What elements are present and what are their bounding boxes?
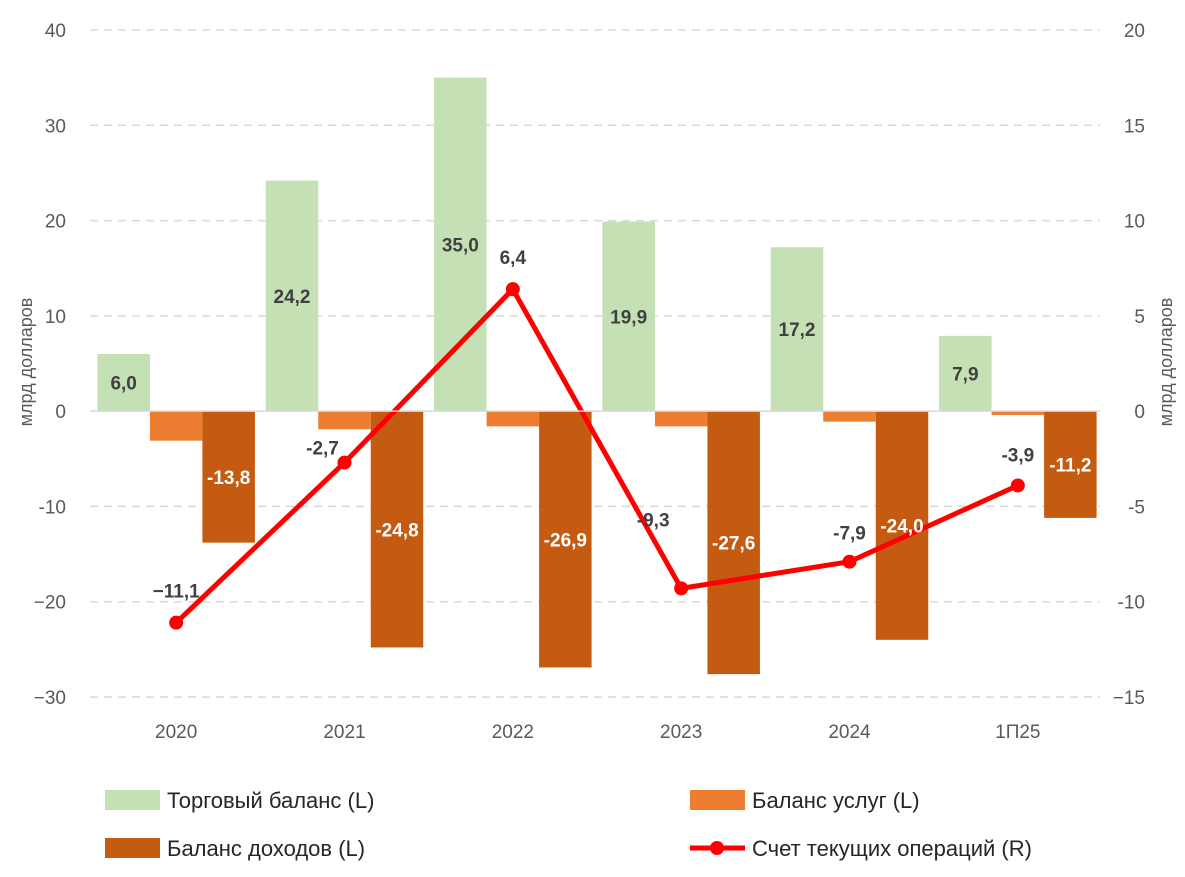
line-point	[1010, 478, 1025, 493]
line-point	[337, 455, 352, 470]
bar-trade	[939, 335, 992, 412]
y-left-tick-label: −30	[34, 688, 66, 709]
y-left-tick-label: 40	[45, 21, 66, 42]
bar-data-label: -13,8	[207, 468, 250, 489]
line-point	[505, 282, 520, 297]
y-left-tick-label: −20	[34, 593, 66, 614]
y-left-tick-label: -10	[39, 497, 66, 518]
legend-swatch	[105, 838, 160, 858]
bar-income	[1044, 411, 1097, 518]
y-right-tick-label: 0	[1134, 402, 1145, 423]
legend-swatch	[690, 790, 745, 810]
legend-label: Счет текущих операций (R)	[752, 836, 1032, 861]
line-data-label: -3,9	[1001, 445, 1034, 466]
x-tick-label: 2020	[155, 722, 197, 743]
line-data-label: -7,9	[833, 524, 866, 545]
bar-income	[202, 411, 255, 543]
bar-data-label: -26,9	[544, 530, 587, 551]
bar-data-label: -24,8	[375, 520, 418, 541]
y-right-tick-label: 20	[1124, 21, 1145, 42]
line-point	[169, 615, 184, 630]
bar-services	[991, 411, 1045, 415]
y-left-tick-label: 20	[45, 212, 66, 233]
axes: 40 30 20 10 0 -10 −20 −30 20 15 10 5 0 -5 -10 −15 2020 20…	[34, 21, 1145, 743]
x-tick-label: 2022	[492, 722, 534, 743]
bar-trade	[434, 77, 487, 412]
y-left-axis-title: млрд долларов	[16, 298, 36, 427]
gridlines	[90, 29, 1100, 698]
y-right-tick-label: 15	[1124, 116, 1145, 137]
y-right-tick-label: -5	[1128, 497, 1145, 518]
bar-services	[486, 411, 540, 427]
bar-services	[318, 411, 371, 430]
x-tick-label: 2023	[660, 722, 702, 743]
legend-label: Баланс услуг (L)	[752, 788, 920, 813]
bar-data-label: -11,2	[1049, 456, 1091, 477]
bar-data-label: 6,0	[110, 374, 136, 395]
y-right-tick-label: −15	[1113, 688, 1145, 709]
bar-trade	[602, 221, 655, 412]
x-tick-label: 1П25	[995, 722, 1040, 743]
bar-data-label: -24,0	[880, 516, 923, 537]
bar-data-label: 19,9	[610, 307, 647, 328]
bar-services	[654, 411, 708, 427]
y-right-axis-title: млрд долларов	[1156, 298, 1176, 427]
bar-income	[539, 411, 592, 668]
bar-data-label: -27,6	[712, 534, 755, 555]
y-left-tick-label: 0	[55, 402, 66, 423]
bar-data-label: 17,2	[779, 320, 816, 341]
bar-trade	[770, 247, 824, 412]
line-data-label: −11,1	[153, 582, 200, 603]
x-tick-label: 2024	[828, 722, 871, 743]
bar-trade	[265, 180, 319, 412]
line-data-label: -9,3	[637, 510, 670, 531]
y-right-tick-label: 5	[1134, 307, 1145, 328]
legend-swatch-marker	[710, 841, 724, 855]
line-data-label: 6,4	[500, 248, 527, 269]
line-point	[674, 581, 689, 596]
y-left-tick-label: 30	[45, 116, 66, 137]
legend-swatch	[105, 790, 160, 810]
legend: Торговый баланс (L) Баланс услуг (L) Балан…	[105, 788, 1032, 861]
current-account-line	[169, 282, 1025, 630]
line-data-label: -2,7	[306, 439, 339, 460]
bar-data-label: 24,2	[274, 287, 311, 308]
bar-data-label: 35,0	[442, 235, 479, 256]
line-path	[174, 286, 1019, 625]
legend-label: Торговый баланс (L)	[167, 788, 374, 813]
x-tick-label: 2021	[323, 722, 365, 743]
bars	[97, 77, 1097, 675]
y-right-tick-label: -10	[1118, 593, 1145, 614]
y-right-tick-label: 10	[1124, 212, 1145, 233]
bar-trade	[97, 353, 150, 412]
bar-income	[370, 411, 424, 648]
y-left-tick-label: 10	[45, 307, 66, 328]
bar-services	[149, 411, 203, 441]
bar-income	[707, 411, 760, 675]
data-labels: 6,0 24,2 35,0 19,9 17,2 7,9 -13,8 -24,8 -26,9 -27…	[110, 235, 1091, 602]
legend-label: Баланс доходов (L)	[167, 836, 365, 861]
bar-income	[875, 411, 929, 640]
bar-data-label: 7,9	[952, 365, 978, 386]
line-point	[842, 554, 857, 569]
bar-services	[823, 411, 876, 422]
